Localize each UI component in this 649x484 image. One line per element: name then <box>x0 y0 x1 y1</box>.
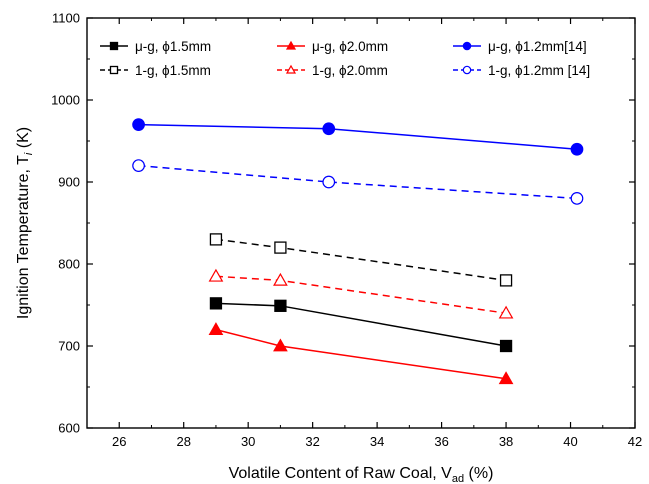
legend: μ-g, ϕ1.5mm μ-g, ϕ2.0mm μ-g, ϕ1.2mm[14] 1-g… <box>100 39 590 78</box>
legend-marker <box>109 65 119 75</box>
y-tick-label: 800 <box>58 257 80 272</box>
x-tick-label: 40 <box>563 434 577 449</box>
data-point <box>570 192 584 205</box>
series-line <box>138 164 578 200</box>
x-tick-label: 30 <box>241 434 255 449</box>
legend-entry: 1-g, ϕ2.0mm <box>277 63 388 78</box>
legend-label: 1-g, ϕ1.2mm [14] <box>488 63 590 78</box>
legend-marker <box>285 40 297 50</box>
y-tick-label: 1000 <box>51 93 80 108</box>
legend-label: 1-g, ϕ2.0mm <box>312 63 388 78</box>
data-point <box>499 339 513 353</box>
legend-label: μ-g, ϕ1.5mm <box>135 39 211 54</box>
x-tick-label: 42 <box>628 434 642 449</box>
x-axis-label: Volatile Content of Raw Coal, Vad (%) <box>229 465 494 484</box>
legend-marker <box>462 65 472 75</box>
x-tick-label: 26 <box>112 434 126 449</box>
x-tick-label: 38 <box>499 434 513 449</box>
data-series <box>132 118 584 385</box>
axis-ticks: 26 28 30 32 34 36 38 40 42 600 700 800 900 1000 1100 <box>51 11 642 450</box>
y-tick-label: 600 <box>58 421 80 436</box>
data-point <box>274 241 287 254</box>
legend-label: μ-g, ϕ1.2mm[14] <box>488 39 587 54</box>
y-tick-label: 900 <box>58 175 80 190</box>
data-point <box>570 142 584 156</box>
y-tick-label: 700 <box>58 339 80 354</box>
legend-marker <box>109 41 119 51</box>
legend-entry: μ-g, ϕ2.0mm <box>277 39 388 54</box>
x-tick-label: 36 <box>434 434 448 449</box>
series-6 <box>132 159 584 205</box>
plot-area <box>86 17 636 429</box>
data-point <box>322 175 336 189</box>
y-tick-label: 1100 <box>52 11 80 26</box>
data-point <box>209 233 223 246</box>
y-axis-label: Ignition Temperature, Ti (K) <box>15 127 35 319</box>
x-tick-label: 28 <box>176 434 190 449</box>
data-point <box>273 272 288 286</box>
legend-marker <box>462 41 472 51</box>
legend-label: 1-g, ϕ1.5mm <box>135 63 211 78</box>
data-point <box>208 268 224 282</box>
data-point <box>322 122 336 136</box>
legend-entry: μ-g, ϕ1.5mm <box>100 39 211 54</box>
series-3 <box>132 118 584 156</box>
data-point <box>132 118 145 131</box>
legend-entry: 1-g, ϕ1.5mm <box>100 63 211 78</box>
legend-marker <box>285 64 297 74</box>
x-tick-label: 32 <box>305 434 319 449</box>
series-5 <box>208 268 514 319</box>
data-point <box>209 297 223 310</box>
data-point <box>274 299 287 312</box>
legend-entry: 1-g, ϕ1.2mm [14] <box>453 63 590 78</box>
x-tick-label: 34 <box>370 434 384 449</box>
series-4 <box>209 233 513 287</box>
data-point <box>499 274 513 287</box>
legend-entry: μ-g, ϕ1.2mm[14] <box>453 39 587 54</box>
data-point <box>132 159 145 172</box>
series-1 <box>209 297 513 353</box>
data-point <box>498 305 514 319</box>
legend-label: μ-g, ϕ2.0mm <box>312 39 388 54</box>
series-2 <box>208 322 514 385</box>
data-point <box>273 338 288 352</box>
data-point <box>498 371 514 385</box>
data-point <box>208 322 224 335</box>
